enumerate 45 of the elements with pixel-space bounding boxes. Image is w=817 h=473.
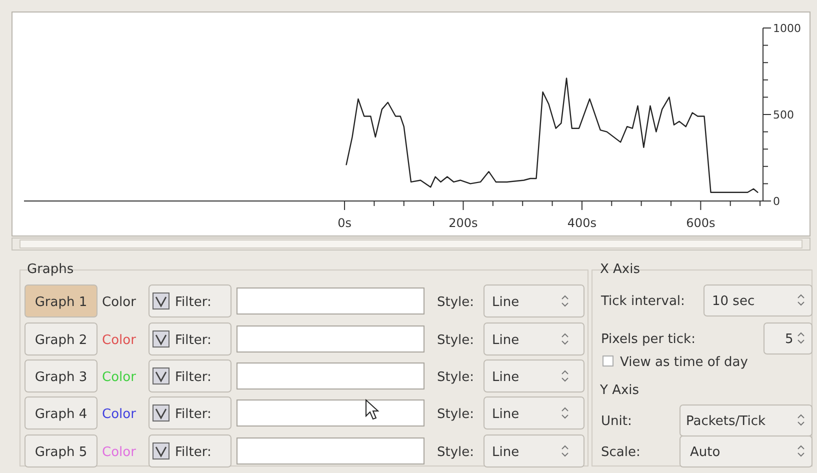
text: Tick interval: — [600, 294, 685, 309]
x-tick-label: 400s — [567, 216, 597, 230]
text: View as time of day — [620, 355, 748, 370]
text: Filter: — [175, 333, 212, 348]
text: Style: — [437, 333, 474, 348]
text: Color — [102, 333, 137, 348]
text: Color — [102, 445, 137, 460]
text: 5 — [785, 332, 794, 347]
text: Y Axis — [599, 383, 640, 398]
text: Auto — [690, 445, 720, 460]
y-tick-label: 500 — [773, 108, 794, 122]
text: Scale: — [601, 445, 640, 460]
text: Color — [102, 295, 137, 310]
text: Style: — [437, 407, 474, 422]
text: Line — [492, 370, 520, 385]
text: Line — [492, 295, 520, 310]
text: Style: — [437, 445, 474, 460]
text: Filter: — [175, 295, 212, 310]
text: Packets/Tick — [686, 414, 766, 429]
text: X Axis — [600, 262, 640, 277]
text: Graphs — [27, 262, 74, 277]
text: Filter: — [175, 407, 212, 422]
y-tick-label: 0 — [773, 195, 780, 208]
text: Color — [102, 407, 137, 422]
text: Filter: — [175, 445, 212, 460]
text: Line — [492, 333, 520, 348]
x-tick-label: 200s — [448, 216, 478, 230]
text: Style: — [437, 370, 474, 385]
caption: Graph 1 — [34, 295, 88, 310]
text: Pixels per tick: — [601, 332, 696, 347]
text: Line — [492, 407, 520, 422]
text: Unit: — [601, 414, 632, 429]
x-tick-label: 600s — [686, 216, 716, 230]
text: Color — [102, 370, 137, 385]
line-series — [346, 78, 758, 193]
text: Line — [492, 445, 520, 460]
x-tick-label: 0s — [338, 216, 352, 230]
text: Style: — [437, 295, 474, 310]
caption: Graph 2 — [34, 333, 88, 348]
text: Filter: — [175, 370, 212, 385]
caption: Graph 3 — [34, 370, 88, 385]
caption: Graph 4 — [34, 407, 88, 422]
caption: Graph 5 — [34, 445, 88, 460]
text: 10 sec — [712, 294, 755, 309]
y-tick-label: 1000 — [773, 22, 801, 35]
